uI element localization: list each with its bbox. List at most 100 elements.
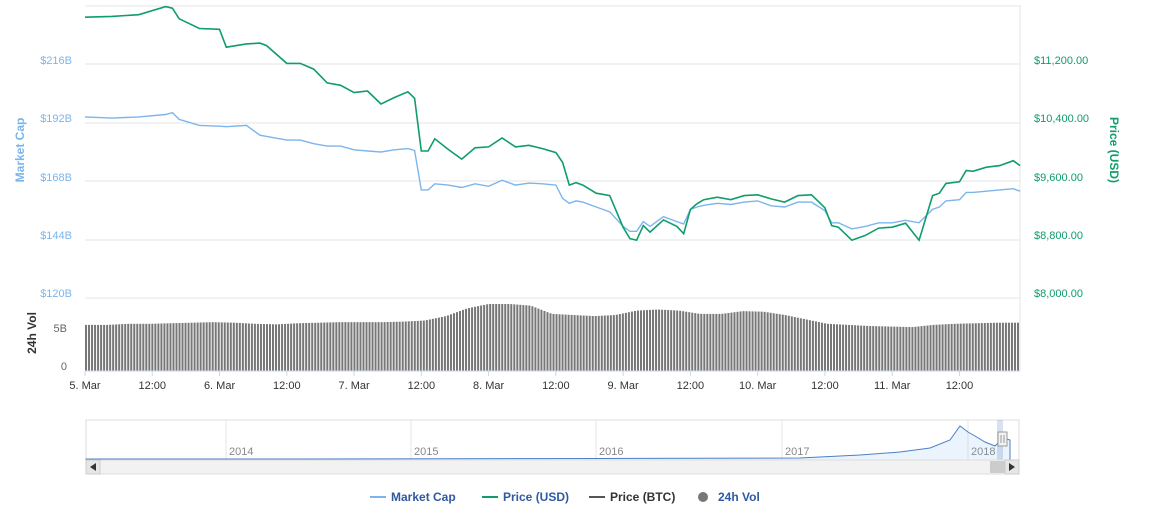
volume-bar	[905, 326, 908, 371]
volume-bar	[145, 323, 148, 371]
volume-bar	[474, 306, 477, 371]
volume-bar	[561, 314, 564, 371]
volume-bar	[133, 323, 136, 371]
volume-bar	[501, 304, 504, 371]
volume-bar	[290, 323, 293, 371]
volume-bar	[694, 313, 697, 371]
y-left-axis-title: Market Cap	[13, 118, 27, 183]
volume-bar	[962, 323, 965, 371]
volume-bar	[187, 322, 190, 371]
scrollbar-thumb[interactable]	[990, 461, 1006, 473]
y-right-tick-labels: $8,000.00 $8,800.00 $9,600.00 $10,400.00 $11…	[1034, 55, 1089, 300]
navigator[interactable]: 2014 2015 2016 2017 2018	[85, 419, 1020, 475]
volume-bar	[537, 308, 540, 371]
volume-bar	[811, 320, 814, 371]
volume-bar	[953, 323, 956, 371]
volume-bar	[127, 323, 130, 371]
volume-bar	[703, 313, 706, 371]
x-tick-label: 12:00	[677, 380, 705, 392]
volume-bar	[817, 322, 820, 371]
volume-bar	[265, 324, 268, 371]
volume-bar	[1007, 322, 1010, 371]
volume-bar	[247, 323, 250, 371]
volume-bar	[688, 312, 691, 371]
volume-bar	[262, 324, 265, 371]
volume-bar	[896, 326, 899, 371]
volume-bar	[642, 310, 645, 371]
legend-item[interactable]: Price (USD)	[482, 490, 569, 504]
volume-bar	[356, 322, 359, 371]
volume-bar	[431, 318, 434, 371]
legend-item[interactable]: Price (BTC)	[589, 490, 675, 504]
volume-bar	[522, 305, 525, 371]
volume-bar	[88, 324, 91, 371]
volume-bar	[633, 310, 636, 371]
volume-bar	[344, 322, 347, 371]
volume-bar	[863, 325, 866, 371]
volume-bar	[971, 323, 974, 371]
x-tick-label: 9. Mar	[608, 380, 640, 392]
volume-bar	[772, 313, 775, 371]
volume-bar	[389, 321, 392, 371]
volume-bar	[516, 304, 519, 371]
volume-bar	[462, 309, 465, 371]
volume-bar	[727, 312, 730, 371]
volume-bar	[428, 319, 431, 371]
volume-bar	[287, 323, 290, 371]
volume-bar	[673, 310, 676, 371]
volume-bar	[845, 324, 848, 371]
volume-bar	[163, 323, 166, 371]
volume-bar	[383, 322, 386, 371]
volume-bar	[980, 323, 983, 371]
volume-bar	[97, 324, 100, 371]
y-right-tick-label: $8,000.00	[1034, 288, 1083, 300]
volume-bar	[652, 309, 655, 371]
volume-bar	[805, 319, 808, 371]
volume-bar	[106, 324, 109, 371]
navigator-tick-label: 2017	[785, 446, 809, 458]
volume-bar	[136, 323, 139, 371]
volume-bar	[278, 324, 281, 371]
volume-bar	[1001, 322, 1004, 371]
x-tick-label: 12:00	[811, 380, 839, 392]
volume-bar	[670, 310, 673, 371]
volume-bar	[908, 327, 911, 371]
scrollbar-track[interactable]	[85, 459, 1020, 475]
volume-bar	[281, 324, 284, 371]
volume-bar	[178, 323, 181, 371]
volume-bar	[513, 304, 516, 371]
volume-bar	[986, 322, 989, 371]
volume-bar	[754, 311, 757, 371]
volume-bar	[142, 323, 145, 371]
volume-bar	[232, 322, 235, 371]
y-left-tick-label: $144B	[40, 230, 72, 242]
volume-bar	[739, 311, 742, 371]
volume-bar	[992, 322, 995, 371]
volume-bar	[775, 313, 778, 371]
legend-item[interactable]: Market Cap	[370, 490, 456, 504]
x-tick-label: 7. Mar	[338, 380, 370, 392]
volume-tick-labels: 0 5B	[54, 323, 67, 373]
volume-axis-title: 24h Vol	[25, 312, 39, 354]
volume-bar	[682, 311, 685, 371]
volume-bar	[483, 304, 486, 371]
volume-bar	[332, 322, 335, 371]
volume-bar	[94, 324, 97, 371]
volume-bar	[244, 323, 247, 371]
volume-bar	[166, 323, 169, 371]
volume-bar	[796, 317, 799, 371]
volume-bar	[664, 309, 667, 371]
price-usd-line	[84, 5, 1021, 242]
volume-bar	[890, 326, 893, 371]
legend-item[interactable]: 24h Vol	[698, 490, 760, 504]
navigator-handle[interactable]	[997, 431, 1008, 447]
volume-bar	[848, 324, 851, 371]
x-tick-label: 12:00	[946, 380, 974, 392]
volume-bar	[1013, 322, 1016, 371]
y-left-tick-label: $168B	[40, 172, 72, 184]
volume-bar	[724, 313, 727, 371]
volume-bar	[202, 322, 205, 371]
volume-tick-label: 5B	[54, 323, 67, 335]
volume-bar	[998, 322, 1001, 371]
volume-bar	[422, 320, 425, 371]
